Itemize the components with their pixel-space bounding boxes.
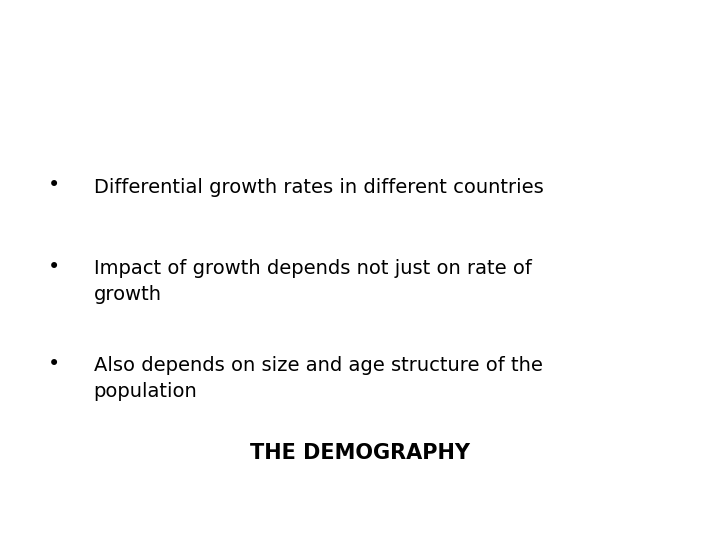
Text: Also depends on size and age structure of the
population: Also depends on size and age structure o…: [94, 356, 542, 401]
Text: •: •: [48, 176, 60, 195]
Text: Differential growth rates in different countries: Differential growth rates in different c…: [94, 178, 544, 197]
Text: Impact of growth depends not just on rate of
growth: Impact of growth depends not just on rat…: [94, 259, 531, 304]
Text: THE DEMOGRAPHY: THE DEMOGRAPHY: [250, 443, 470, 463]
Text: •: •: [48, 354, 60, 374]
Text: •: •: [48, 256, 60, 276]
